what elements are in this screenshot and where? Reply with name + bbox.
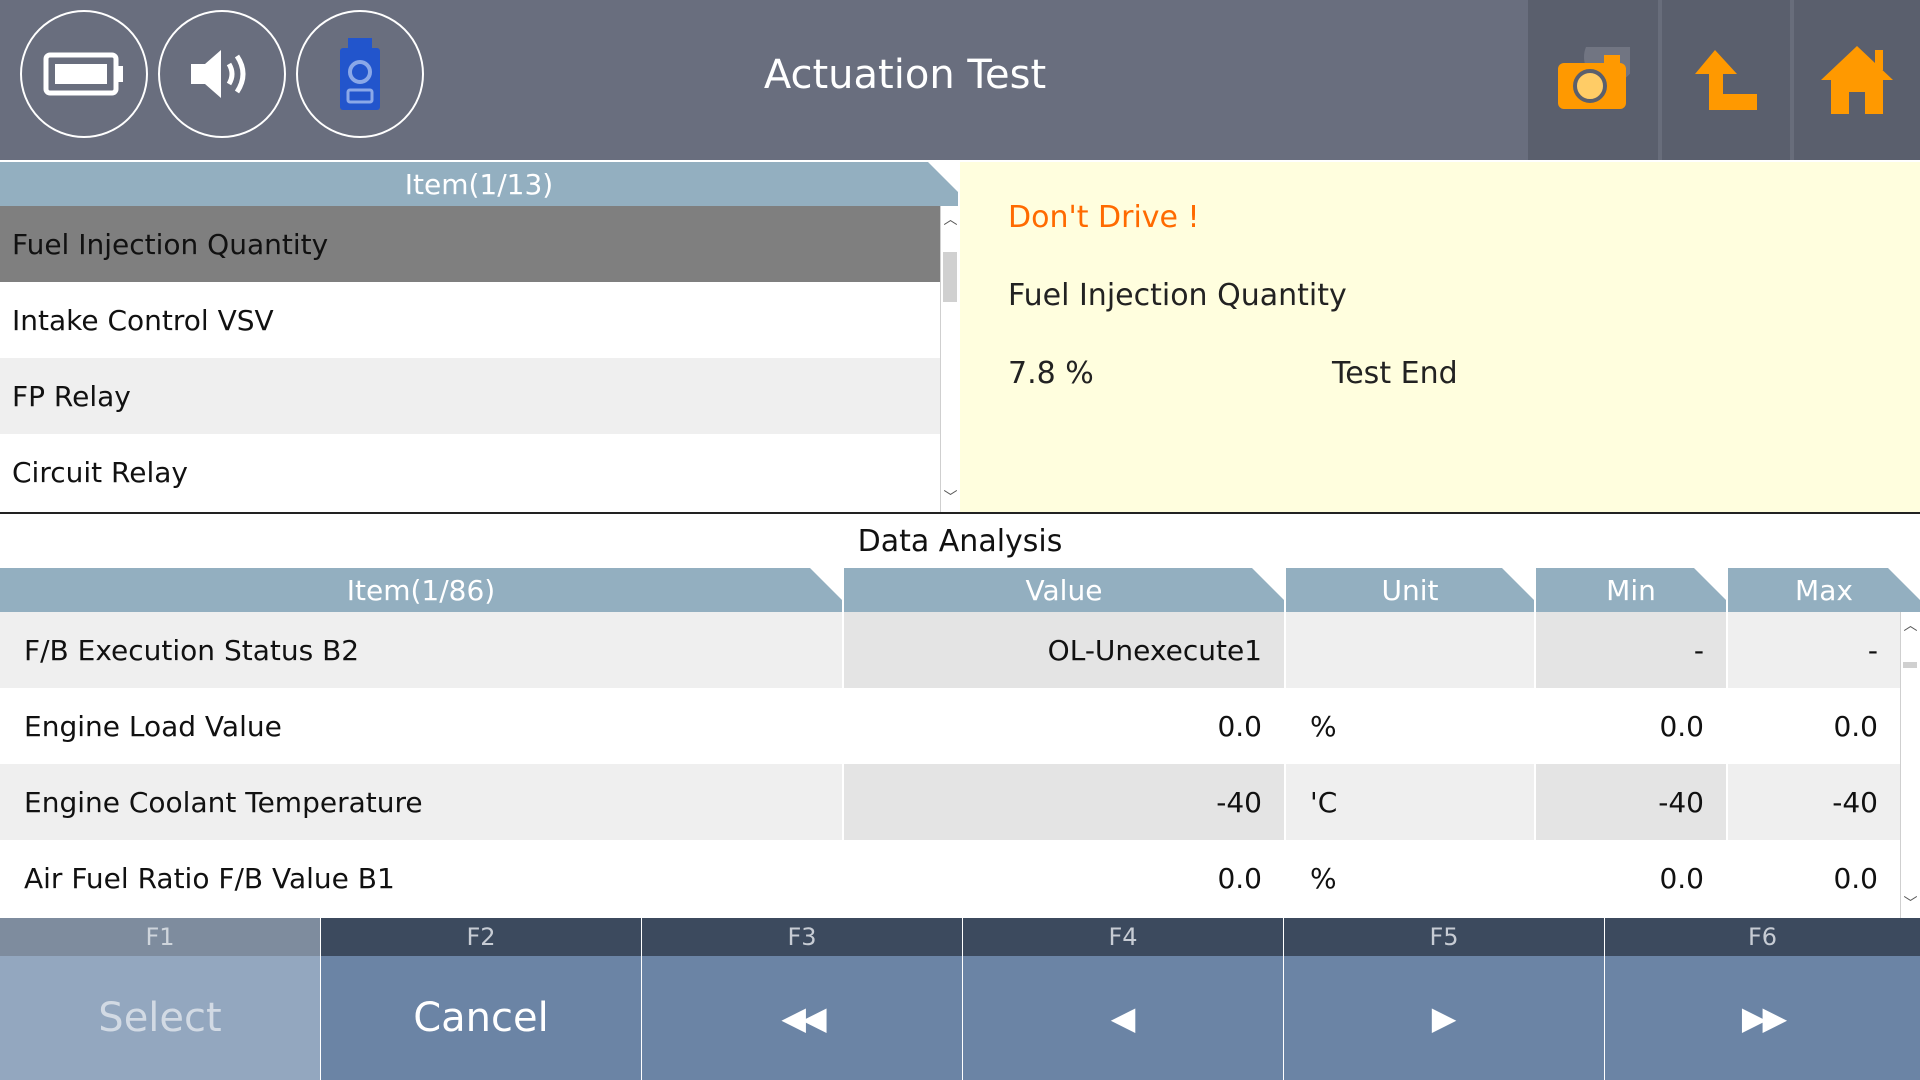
sound-button[interactable] bbox=[158, 10, 286, 138]
cell-unit: % bbox=[1286, 840, 1534, 916]
function-key-bar: F1 Select F2 Cancel F3 ◀◀ F4 ◀ F5 ▶ F6 ▶… bbox=[0, 918, 1920, 1080]
warning-text: Don't Drive ! bbox=[1008, 200, 1200, 235]
list-item[interactable]: Fuel Injection Quantity bbox=[0, 206, 940, 282]
test-value: 7.8 % bbox=[1008, 356, 1094, 391]
function-key-label: F3 bbox=[642, 918, 962, 956]
function-key-label: F6 bbox=[1605, 918, 1920, 956]
column-header-min-label: Min bbox=[1606, 574, 1656, 607]
actuation-list: Fuel Injection Quantity Intake Control V… bbox=[0, 206, 940, 512]
table-row[interactable]: F/B Execution Status B2 OL-Unexecute1 - … bbox=[0, 612, 1900, 688]
screenshot-button[interactable] bbox=[1528, 0, 1656, 160]
fast-backward-icon: ◀◀ bbox=[642, 956, 962, 1080]
cell-unit: % bbox=[1286, 688, 1534, 764]
function-key-label: F5 bbox=[1284, 918, 1604, 956]
scroll-up-icon[interactable]: ︿ bbox=[943, 212, 958, 228]
cell-item: Engine Load Value bbox=[0, 688, 842, 764]
column-header-unit[interactable]: Unit bbox=[1286, 568, 1534, 612]
previous-icon: ◀ bbox=[963, 956, 1283, 1080]
cell-value: -40 bbox=[844, 764, 1284, 840]
speaker-icon bbox=[191, 50, 246, 98]
cell-min: 0.0 bbox=[1536, 688, 1726, 764]
toolbar-right bbox=[1528, 0, 1920, 160]
f1-select-button[interactable]: F1 Select bbox=[0, 918, 320, 1080]
f6-fast-forward-button[interactable]: F6 ▶▶ bbox=[1605, 918, 1920, 1080]
vci-button[interactable] bbox=[296, 10, 424, 138]
button-label: Cancel bbox=[321, 956, 641, 1080]
function-key-label: F2 bbox=[321, 918, 641, 956]
data-analysis-table: F/B Execution Status B2 OL-Unexecute1 - … bbox=[0, 612, 1900, 918]
data-table-scrollbar[interactable]: ︿ ﹀ bbox=[1900, 612, 1920, 918]
column-header-value-label: Value bbox=[1025, 574, 1103, 607]
column-header-item-label: Item(1/86) bbox=[346, 574, 496, 607]
list-item-label: Intake Control VSV bbox=[12, 303, 274, 337]
scroll-thumb[interactable] bbox=[943, 252, 957, 302]
scroll-up-icon[interactable]: ︿ bbox=[1903, 618, 1918, 634]
test-info-panel: Don't Drive ! Fuel Injection Quantity 7.… bbox=[960, 162, 1920, 512]
next-icon: ▶ bbox=[1284, 956, 1604, 1080]
home-button[interactable] bbox=[1794, 0, 1920, 160]
actuation-list-title: Item(1/13) bbox=[404, 168, 554, 201]
test-item-name: Fuel Injection Quantity bbox=[1008, 278, 1347, 313]
battery-button[interactable] bbox=[20, 10, 148, 138]
column-header-item[interactable]: Item(1/86) bbox=[0, 568, 842, 612]
data-analysis-title: Data Analysis bbox=[857, 524, 1063, 559]
scroll-down-icon[interactable]: ﹀ bbox=[943, 490, 958, 506]
cell-value: OL-Unexecute1 bbox=[844, 612, 1284, 688]
column-header-unit-label: Unit bbox=[1381, 574, 1439, 607]
cell-max: -40 bbox=[1728, 764, 1900, 840]
cell-unit: 'C bbox=[1286, 764, 1534, 840]
home-icon bbox=[1821, 46, 1893, 114]
list-item-label: Circuit Relay bbox=[12, 455, 188, 489]
camera-icon bbox=[1558, 47, 1630, 109]
column-header-min[interactable]: Min bbox=[1536, 568, 1726, 612]
column-header-max[interactable]: Max bbox=[1728, 568, 1920, 612]
scroll-thumb[interactable] bbox=[1903, 662, 1917, 668]
cell-value: 0.0 bbox=[844, 840, 1284, 916]
cell-item: Engine Coolant Temperature bbox=[0, 764, 842, 840]
button-label: Select bbox=[0, 956, 320, 1080]
f3-fast-backward-button[interactable]: F3 ◀◀ bbox=[642, 918, 962, 1080]
cell-max: 0.0 bbox=[1728, 688, 1900, 764]
cell-unit bbox=[1286, 612, 1534, 688]
actuation-list-scrollbar[interactable]: ︿ ﹀ bbox=[940, 206, 960, 512]
test-status: Test End bbox=[1332, 356, 1458, 391]
table-row[interactable]: Air Fuel Ratio F/B Value B1 0.0 % 0.0 0.… bbox=[0, 840, 1900, 916]
scroll-down-icon[interactable]: ﹀ bbox=[1903, 896, 1918, 912]
back-button[interactable] bbox=[1662, 0, 1790, 160]
vci-device-icon bbox=[340, 38, 380, 110]
cell-max: 0.0 bbox=[1728, 840, 1900, 916]
cell-max: - bbox=[1728, 612, 1900, 688]
cell-min: 0.0 bbox=[1536, 840, 1726, 916]
f5-next-button[interactable]: F5 ▶ bbox=[1284, 918, 1604, 1080]
column-header-value[interactable]: Value bbox=[844, 568, 1284, 612]
list-item[interactable]: Intake Control VSV bbox=[0, 282, 940, 358]
back-arrow-icon bbox=[1695, 50, 1757, 110]
table-row[interactable]: Engine Load Value 0.0 % 0.0 0.0 bbox=[0, 688, 1900, 764]
fast-forward-icon: ▶▶ bbox=[1605, 956, 1920, 1080]
list-item-label: FP Relay bbox=[12, 379, 131, 413]
cell-min: - bbox=[1536, 612, 1726, 688]
cell-item: F/B Execution Status B2 bbox=[0, 612, 842, 688]
f4-previous-button[interactable]: F4 ◀ bbox=[963, 918, 1283, 1080]
section-divider bbox=[0, 512, 1920, 514]
actuation-list-header: Item(1/13) bbox=[0, 162, 958, 206]
function-key-label: F4 bbox=[963, 918, 1283, 956]
cell-item: Air Fuel Ratio F/B Value B1 bbox=[0, 840, 842, 916]
f2-cancel-button[interactable]: F2 Cancel bbox=[321, 918, 641, 1080]
function-key-label: F1 bbox=[0, 918, 320, 956]
column-header-max-label: Max bbox=[1795, 574, 1853, 607]
cell-value: 0.0 bbox=[844, 688, 1284, 764]
list-item-label: Fuel Injection Quantity bbox=[12, 227, 329, 261]
cell-min: -40 bbox=[1536, 764, 1726, 840]
battery-icon bbox=[43, 52, 123, 96]
header-bar: Actuation Test bbox=[0, 0, 1920, 160]
list-item[interactable]: FP Relay bbox=[0, 358, 940, 434]
page-title: Actuation Test bbox=[763, 52, 1047, 98]
list-item[interactable]: Circuit Relay bbox=[0, 434, 940, 510]
table-row[interactable]: Engine Coolant Temperature -40 'C -40 -4… bbox=[0, 764, 1900, 840]
